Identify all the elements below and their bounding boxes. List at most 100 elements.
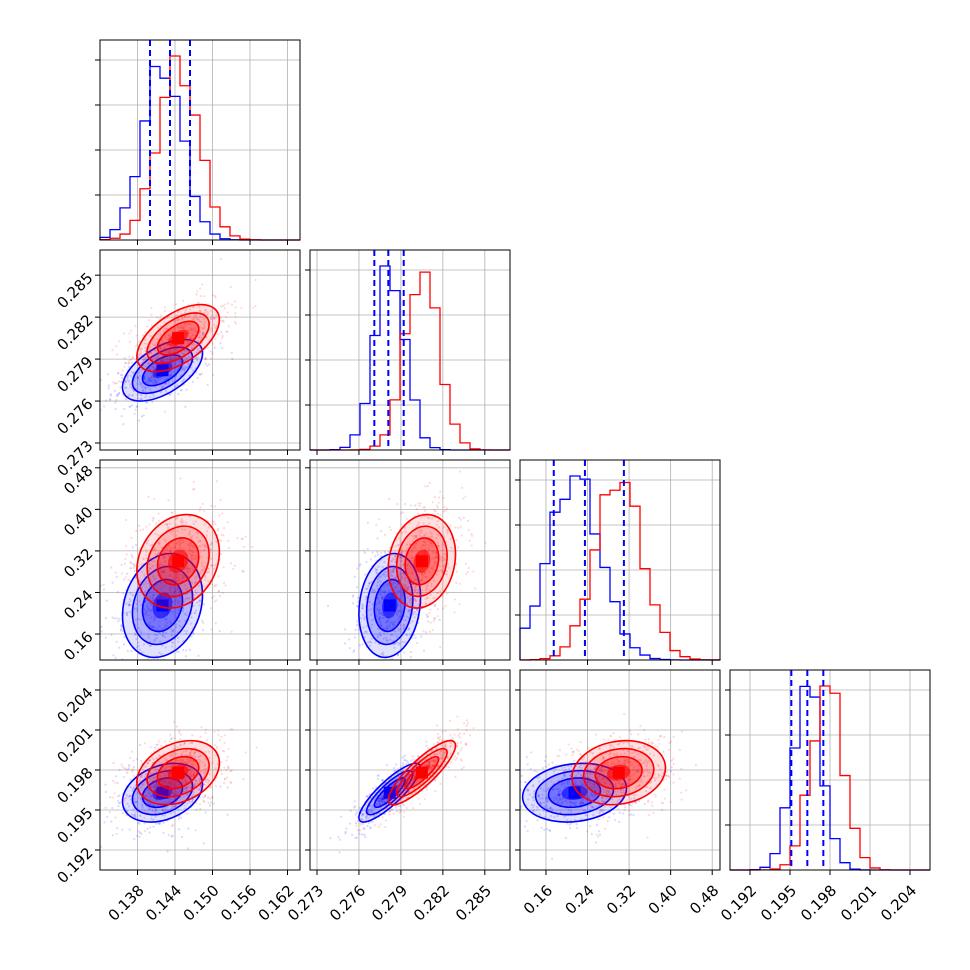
scatter-point xyxy=(411,556,414,559)
scatter-point xyxy=(387,498,391,501)
scatter-point xyxy=(373,810,376,813)
scatter-point xyxy=(146,642,150,646)
scatter-point xyxy=(188,548,191,552)
scatter-point xyxy=(121,376,124,379)
scatter-point xyxy=(457,526,460,529)
scatter-point xyxy=(141,804,144,807)
scatter-point xyxy=(183,368,186,371)
scatter-point xyxy=(426,485,430,488)
scatter-point xyxy=(456,728,459,731)
scatter-point xyxy=(110,633,113,636)
scatter-point xyxy=(128,340,132,343)
scatter-point xyxy=(376,597,379,600)
scatter-point xyxy=(152,517,155,520)
scatter-point xyxy=(177,650,180,654)
scatter-point xyxy=(376,553,379,556)
scatter-point xyxy=(404,618,407,622)
scatter-point xyxy=(465,724,468,727)
scatter-point xyxy=(215,747,218,750)
scatter-point xyxy=(173,736,176,740)
scatter-point xyxy=(403,502,407,506)
scatter-point xyxy=(210,357,213,361)
scatter-point xyxy=(199,287,202,290)
scatter-point xyxy=(128,604,131,607)
panel-r2-c1 xyxy=(305,460,510,665)
scatter-point xyxy=(446,756,449,759)
scatter-point xyxy=(375,603,378,606)
scatter-point xyxy=(149,758,152,761)
scatter-point xyxy=(403,754,406,757)
scatter-point xyxy=(178,540,181,544)
scatter-point xyxy=(369,797,372,800)
scatter-point xyxy=(163,780,167,784)
scatter-point xyxy=(161,360,165,363)
scatter-point xyxy=(182,520,185,523)
scatter-point xyxy=(153,794,156,797)
scatter-point xyxy=(175,572,178,575)
scatter-point xyxy=(116,393,119,396)
scatter-point xyxy=(434,778,438,781)
scatter-point xyxy=(407,556,410,559)
scatter-point xyxy=(420,572,423,575)
scatter-point xyxy=(123,799,126,802)
scatter-point xyxy=(438,738,441,741)
scatter-point xyxy=(173,747,177,750)
scatter-point xyxy=(124,361,127,365)
scatter-point xyxy=(171,346,174,349)
scatter-point xyxy=(175,804,178,808)
scatter-point xyxy=(139,797,143,801)
scatter-point xyxy=(405,547,408,550)
scatter-point xyxy=(153,768,157,771)
scatter-point xyxy=(151,807,154,810)
scatter-point xyxy=(186,802,189,805)
scatter-point xyxy=(357,829,360,832)
scatter-point xyxy=(440,559,443,563)
scatter-point xyxy=(116,827,119,830)
scatter-point xyxy=(179,738,182,741)
scatter-point xyxy=(148,345,151,348)
scatter-point xyxy=(436,741,439,744)
scatter-point xyxy=(364,818,368,821)
scatter-point xyxy=(462,516,466,519)
scatter-point xyxy=(179,477,182,480)
scatter-point xyxy=(240,306,243,310)
scatter-point xyxy=(182,795,185,798)
scatter-point xyxy=(153,344,156,347)
scatter-point xyxy=(417,523,420,526)
scatter-point xyxy=(174,517,178,520)
scatter-point xyxy=(143,742,146,745)
scatter-point xyxy=(131,371,134,374)
scatter-point xyxy=(183,311,187,314)
scatter-point xyxy=(213,316,216,320)
scatter-point xyxy=(169,547,172,550)
scatter-point xyxy=(397,672,399,674)
scatter-point xyxy=(125,545,128,548)
scatter-point xyxy=(152,379,155,382)
scatter-point xyxy=(385,806,388,809)
scatter-point xyxy=(183,356,186,359)
panel-r1-c1 xyxy=(305,250,510,455)
scatter-point xyxy=(180,835,184,839)
scatter-point xyxy=(401,797,404,800)
scatter-point xyxy=(202,761,205,764)
scatter-point xyxy=(128,756,132,759)
scatter-point xyxy=(155,627,158,630)
scatter-point xyxy=(220,773,223,776)
scatter-point xyxy=(425,532,428,535)
scatter-point xyxy=(128,598,132,601)
scatter-point xyxy=(197,755,200,758)
scatter-point xyxy=(159,357,163,360)
scatter-point xyxy=(199,770,203,773)
scatter-point xyxy=(356,605,359,608)
scatter-point xyxy=(365,664,367,666)
scatter-point xyxy=(425,613,428,616)
scatter-point xyxy=(379,623,382,627)
scatter-point xyxy=(378,661,380,663)
scatter-point xyxy=(378,620,381,623)
scatter-point xyxy=(171,610,174,613)
scatter-point xyxy=(183,327,186,330)
scatter-point xyxy=(178,624,181,627)
scatter-point xyxy=(415,609,419,612)
contour-line-blue xyxy=(358,762,422,823)
scatter-point xyxy=(161,627,164,631)
